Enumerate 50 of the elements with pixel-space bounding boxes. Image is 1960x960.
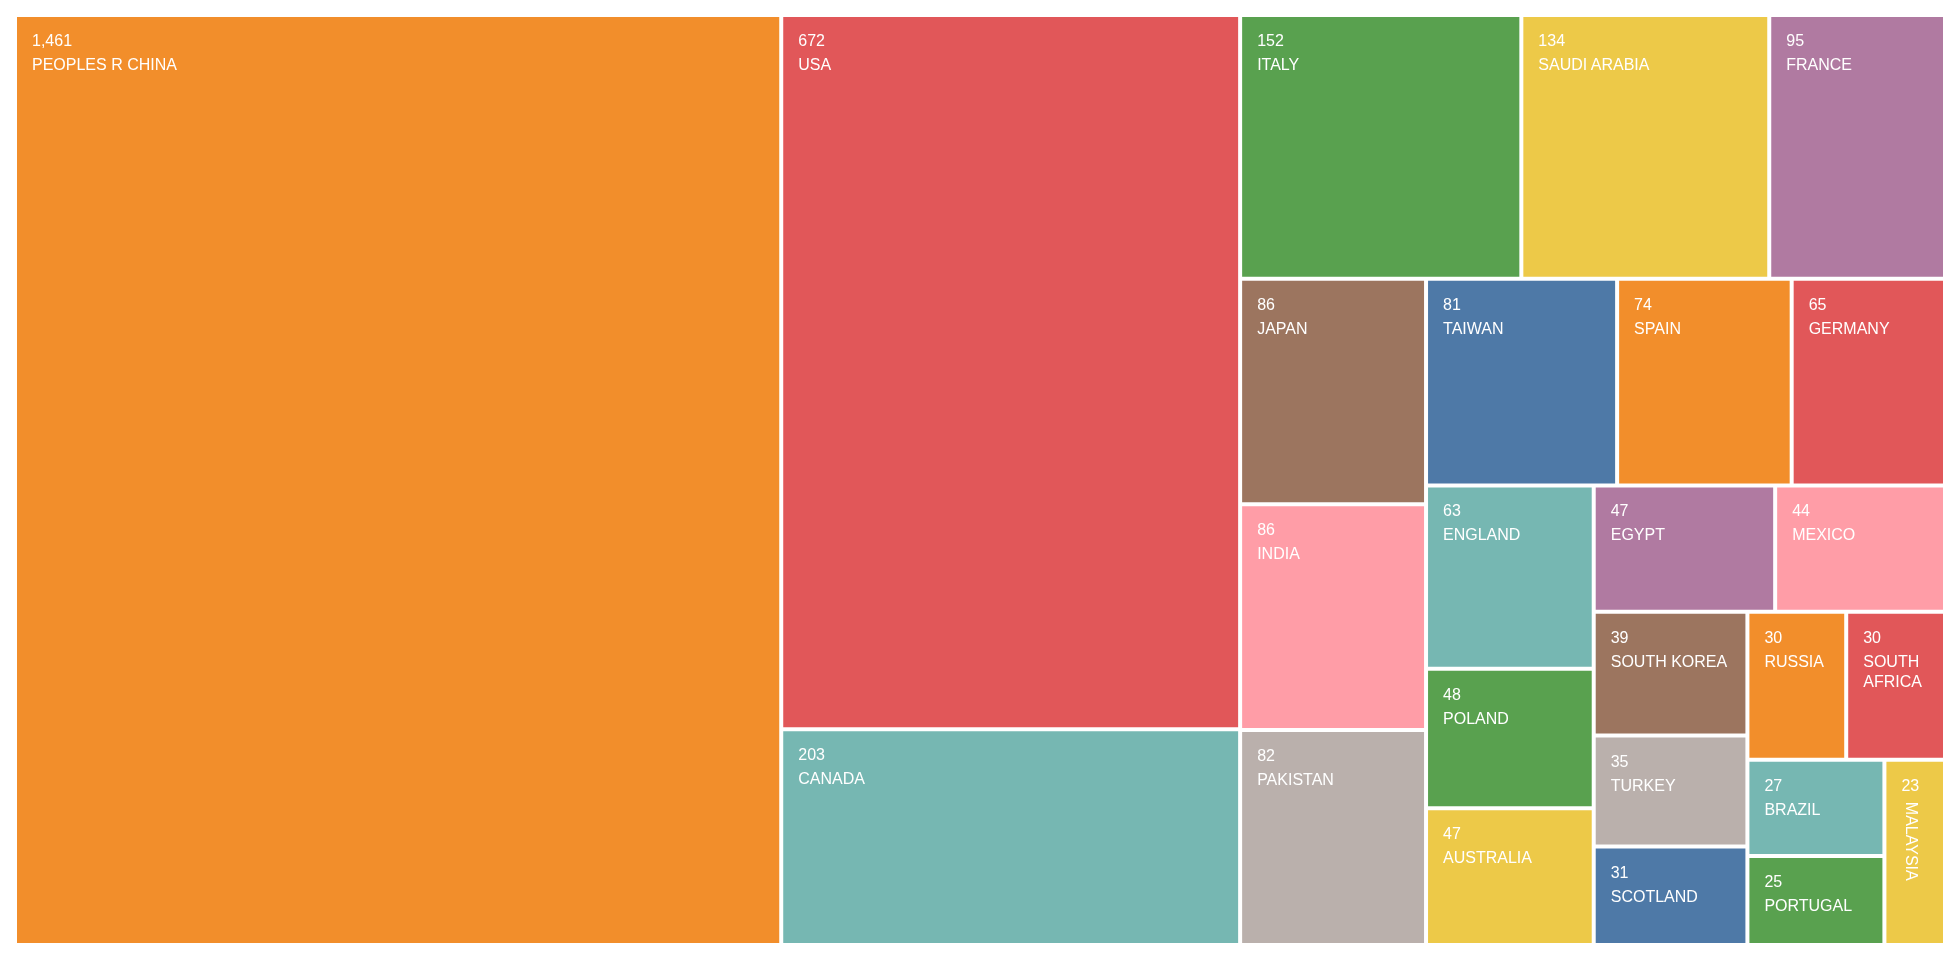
- data-label: 63: [1443, 502, 1461, 520]
- data-label: 81: [1443, 295, 1461, 313]
- category-label: SCOTLAND: [1610, 887, 1698, 905]
- data-label: 39: [1610, 628, 1629, 646]
- category-label: AUSTRALIA: [1443, 849, 1533, 867]
- category-label: PEOPLES R CHINA: [32, 56, 178, 73]
- category-label: RUSSIA: [1764, 652, 1825, 670]
- data-label: 82: [1257, 746, 1276, 764]
- category-label: EGYPT: [1610, 526, 1666, 544]
- category-label: SPAIN: [1634, 319, 1681, 337]
- category-label: TURKEY: [1610, 776, 1676, 794]
- data-label: 48: [1443, 685, 1461, 703]
- category-label: CANADA: [798, 770, 866, 788]
- category-label: ENGLAND: [1443, 526, 1521, 544]
- data-label: 65: [1808, 295, 1827, 313]
- data-label: 44: [1792, 502, 1811, 520]
- data-label: 27: [1764, 776, 1783, 794]
- data-label: 86: [1257, 295, 1276, 313]
- category-label: PORTUGAL: [1764, 896, 1853, 914]
- category-label: SOUTH KOREA: [1610, 652, 1728, 670]
- data-label: 35: [1610, 752, 1629, 770]
- data-label: 30: [1863, 628, 1882, 646]
- category-label: JAPAN: [1257, 319, 1308, 337]
- category-label: BRAZIL: [1764, 800, 1821, 818]
- category-label: USA: [798, 56, 832, 73]
- data-label: 31: [1610, 863, 1629, 881]
- data-label: 86: [1257, 521, 1276, 539]
- category-label: SAUDI ARABIA: [1538, 56, 1650, 73]
- data-label: 672: [798, 32, 826, 49]
- data-label: 152: [1257, 32, 1284, 49]
- category-label: POLAND: [1443, 709, 1509, 727]
- category-label: GERMANY: [1808, 319, 1890, 337]
- category-label: INDIA: [1257, 545, 1301, 563]
- category-label: TAIWAN: [1443, 319, 1504, 337]
- data-label: 95: [1786, 32, 1805, 49]
- category-label: MEXICO: [1792, 526, 1856, 544]
- data-label: 30: [1764, 628, 1783, 646]
- data-label: 74: [1634, 295, 1653, 313]
- category-label: FRANCE: [1786, 56, 1853, 73]
- category-label: PAKISTAN: [1257, 770, 1334, 788]
- data-label: 1,461: [32, 32, 73, 49]
- data-label: 25: [1764, 872, 1783, 890]
- data-label: 203: [798, 746, 826, 764]
- category-label: MALAYSIA: [1902, 801, 1920, 882]
- data-label: 47: [1610, 502, 1629, 520]
- data-label: 134: [1538, 32, 1566, 49]
- category-label: ITALY: [1257, 56, 1300, 73]
- category-label: SOUTH AFRICA: [1863, 652, 1923, 690]
- data-label: 23: [1901, 776, 1920, 794]
- data-label: 47: [1443, 825, 1461, 843]
